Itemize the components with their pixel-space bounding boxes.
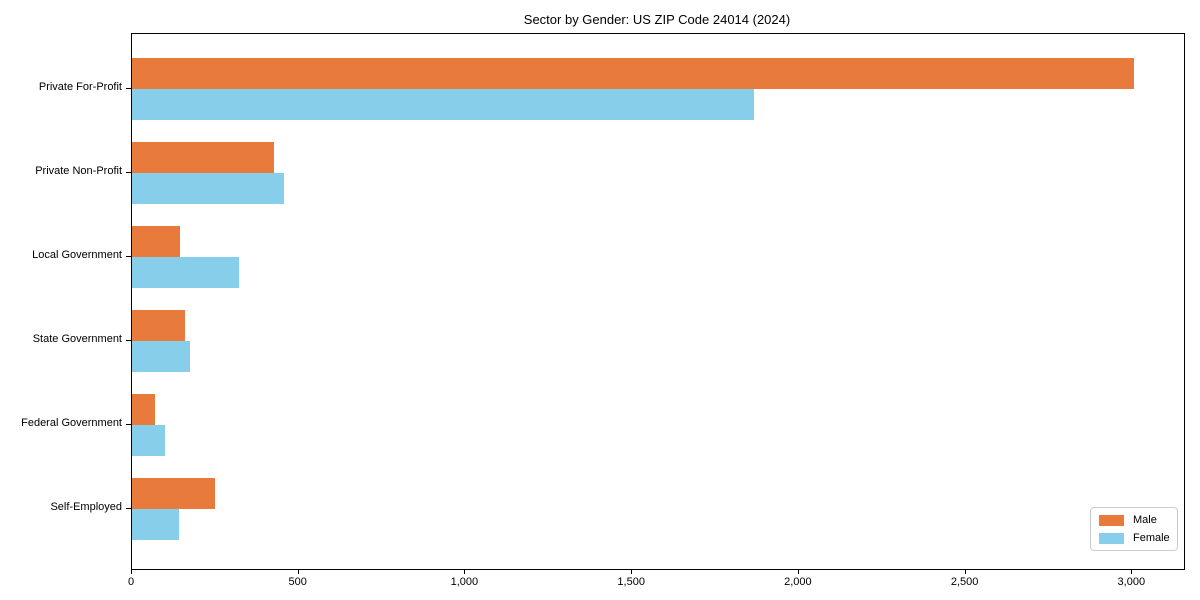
x-tick-label-2000: 2,000: [784, 576, 812, 588]
bar-male-federal-government: [132, 394, 156, 425]
bar-male-private-non-profit: [132, 142, 274, 173]
bar-female-self-employed: [132, 509, 179, 540]
x-tick-label-0: 0: [127, 576, 135, 588]
bar-male-private-for-profit: [132, 58, 1134, 89]
legend-item-male: Male: [1099, 514, 1169, 526]
y-tick-private-non-profit: [126, 172, 131, 173]
legend-label-male: Male: [1133, 514, 1157, 526]
legend-swatch-female: [1099, 532, 1124, 544]
legend: Male Female: [1090, 507, 1178, 551]
x-tick-500: [297, 569, 299, 574]
legend-label-female: Female: [1133, 532, 1170, 544]
bar-male-self-employed: [132, 478, 216, 509]
bar-male-local-government: [132, 226, 181, 257]
x-tick-label-500: 500: [288, 576, 307, 588]
x-tick-label-2500: 2,500: [950, 576, 979, 588]
y-tick-label-private-non-profit: Private Non-Profit: [35, 165, 122, 177]
legend-item-female: Female: [1099, 532, 1170, 544]
bar-female-private-for-profit: [132, 89, 754, 120]
bar-female-state-government: [132, 341, 191, 372]
x-tick-3000: [1131, 569, 1133, 574]
y-tick-local-government: [126, 256, 131, 257]
y-tick-self-employed: [126, 508, 131, 509]
y-tick-label-self-employed: Self-Employed: [50, 501, 122, 513]
legend-swatch-male: [1099, 514, 1124, 526]
y-tick-label-state-government: State Government: [32, 333, 122, 345]
bar-male-state-government: [132, 310, 186, 341]
bar-female-federal-government: [132, 425, 166, 456]
y-tick-label-federal-government: Federal Government: [21, 417, 122, 429]
y-tick-private-for-profit: [126, 88, 131, 89]
x-tick-2500: [964, 569, 966, 574]
x-tick-0: [131, 569, 132, 574]
plot-area: [131, 33, 1185, 570]
x-tick-label-1000: 1,000: [450, 576, 479, 588]
x-tick-2000: [797, 569, 799, 574]
y-tick-federal-government: [126, 424, 131, 425]
x-tick-1000: [464, 569, 466, 574]
y-tick-state-government: [126, 340, 131, 341]
x-tick-label-1500: 1,500: [617, 576, 645, 588]
y-tick-label-local-government: Local Government: [32, 249, 122, 261]
y-tick-label-private-for-profit: Private For-Profit: [38, 81, 122, 93]
x-tick-1500: [631, 569, 633, 574]
chart-title: Sector by Gender: US ZIP Code 24014 (202…: [523, 12, 791, 27]
x-tick-label-3000: 3,000: [1117, 576, 1146, 588]
bar-female-local-government: [132, 257, 239, 288]
bar-female-private-non-profit: [132, 173, 284, 204]
